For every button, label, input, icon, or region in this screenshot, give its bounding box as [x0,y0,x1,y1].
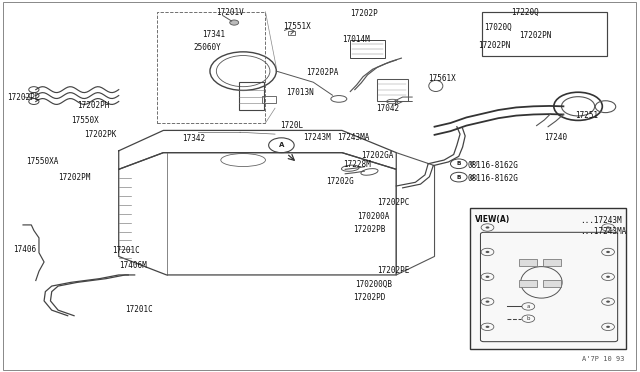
Text: 17020Q: 17020Q [484,23,512,32]
Text: 17202PC: 17202PC [377,198,410,207]
Text: 17014M: 17014M [342,35,370,44]
Text: 17201C: 17201C [113,246,140,255]
Bar [520,259,537,266]
Text: 17042: 17042 [376,104,399,113]
Bar [377,78,408,101]
Text: VIEW(A): VIEW(A) [475,215,510,224]
Text: 17202P: 17202P [350,9,378,18]
Bar [157,12,266,123]
Text: 17550X: 17550X [71,116,99,125]
Text: 17202PM: 17202PM [58,173,90,182]
Text: 17243M: 17243M [303,133,331,142]
Text: 17202PN: 17202PN [478,41,510,51]
Text: 08116-8162G: 08116-8162G [468,161,518,170]
Text: 17202PB: 17202PB [353,225,385,234]
Circle shape [606,251,610,253]
Circle shape [486,227,490,229]
Text: 17220Q: 17220Q [511,8,539,17]
Text: 17342: 17342 [182,134,205,143]
Text: 17201V: 17201V [216,8,244,17]
Text: B: B [456,174,461,180]
Bar [470,208,626,349]
Text: 170200A: 170200A [356,212,389,221]
Bar [520,280,537,287]
Text: 17550XA: 17550XA [26,157,59,166]
Text: 17406: 17406 [13,244,36,253]
Bar [543,259,561,266]
Circle shape [486,326,490,328]
Bar [262,96,276,103]
Text: 17202PA: 17202PA [306,68,338,77]
Text: 170200QB: 170200QB [355,280,392,289]
Text: (1): (1) [468,174,479,180]
Text: B: B [456,161,461,166]
Text: 17202PD: 17202PD [353,294,385,302]
Text: 1720L: 1720L [280,122,303,131]
Text: 17202PL: 17202PL [7,93,40,102]
Text: 17551X: 17551X [283,22,310,31]
Text: 17341: 17341 [202,29,225,39]
Text: ...17243M: ...17243M [580,216,621,225]
Bar [239,82,264,110]
Bar [350,40,385,58]
Bar [483,12,607,56]
Circle shape [606,301,610,303]
Text: 17240: 17240 [544,132,568,142]
Text: b: b [527,316,530,321]
Text: 17561X: 17561X [428,74,456,83]
Text: (1): (1) [468,161,479,166]
Circle shape [606,227,610,229]
Text: A: A [279,142,284,148]
Text: 17202G: 17202G [326,177,354,186]
Text: 17201C: 17201C [125,305,153,314]
Text: 17013N: 17013N [287,88,314,97]
Text: 25060Y: 25060Y [193,43,221,52]
Text: 17202PN: 17202PN [519,31,551,41]
Text: 17202PE: 17202PE [377,266,410,275]
Circle shape [606,326,610,328]
Text: 17243MA: 17243MA [337,133,369,142]
Circle shape [486,276,490,278]
Circle shape [486,251,490,253]
Text: a: a [527,304,530,309]
Text: 17406M: 17406M [119,261,147,270]
Text: 17251: 17251 [575,111,598,120]
Bar [543,280,561,287]
Circle shape [230,20,239,25]
Text: ...17243MA: ...17243MA [580,227,627,236]
Text: 08116-8162G: 08116-8162G [468,174,518,183]
Text: 17202PK: 17202PK [84,130,116,140]
Bar [288,31,296,35]
Circle shape [606,276,610,278]
Text: 17228M: 17228M [342,160,371,169]
Text: 17202GA: 17202GA [361,151,394,160]
Text: A'7P 10 93: A'7P 10 93 [582,356,625,362]
Text: 17202PH: 17202PH [77,101,109,110]
Circle shape [486,301,490,303]
